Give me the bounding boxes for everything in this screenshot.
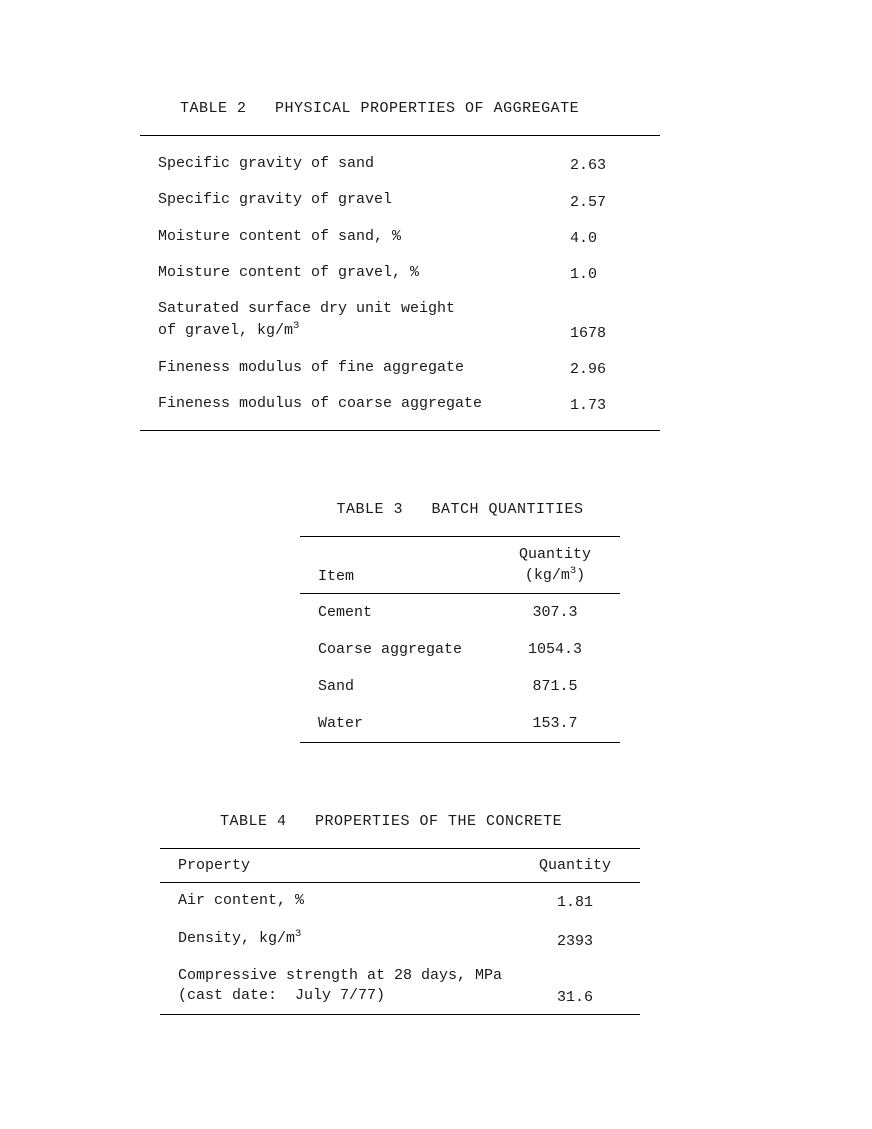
table-2-property-value: 1.0 (570, 266, 650, 283)
table-3-title-prefix: TABLE 3 (336, 501, 403, 518)
table-4: Property Quantity Air content, %1.81Dens… (160, 848, 640, 1015)
table-2-property-label: Specific gravity of gravel (158, 190, 570, 210)
table-2-title: TABLE 2 PHYSICAL PROPERTIES OF AGGREGATE (180, 100, 772, 117)
table-3-qty: 153.7 (500, 715, 610, 732)
table-2-property-value: 1.73 (570, 397, 650, 414)
table-row: Air content, %1.81 (160, 883, 640, 919)
table-4-qty: 1.81 (520, 894, 630, 911)
table-4-title-text: PROPERTIES OF THE CONCRETE (315, 813, 562, 830)
table-3-qty: 871.5 (500, 678, 610, 695)
table-3-title: TABLE 3 BATCH QUANTITIES (300, 501, 620, 518)
table-row: Coarse aggregate1054.3 (300, 631, 620, 668)
table-2-property-label: Moisture content of gravel, % (158, 263, 570, 283)
table-4-block: TABLE 4 PROPERTIES OF THE CONCRETE Prope… (120, 813, 772, 1015)
table-4-header-row: Property Quantity (160, 849, 640, 883)
table-3-item: Cement (318, 604, 500, 621)
table-4-header-qty: Quantity (520, 857, 630, 874)
table-2-property-label: Moisture content of sand, % (158, 227, 570, 247)
table-3-item: Sand (318, 678, 500, 695)
table-row: Saturated surface dry unit weightof grav… (140, 291, 660, 350)
table-row: Fineness modulus of coarse aggregate1.73 (140, 386, 660, 422)
table-3-item: Water (318, 715, 500, 732)
table-row: Fineness modulus of fine aggregate2.96 (140, 350, 660, 386)
table-4-property: Density, kg/m3 (178, 927, 520, 949)
table-4-title: TABLE 4 PROPERTIES OF THE CONCRETE (220, 813, 640, 830)
table-2-property-value: 2.63 (570, 157, 650, 174)
table-2-property-label: Saturated surface dry unit weightof grav… (158, 299, 570, 342)
table-4-property: Compressive strength at 28 days, MPa(cas… (178, 966, 520, 1007)
table-2-property-value: 4.0 (570, 230, 650, 247)
table-3-block: TABLE 3 BATCH QUANTITIES Item Quantity(k… (120, 501, 772, 743)
table-row: Specific gravity of sand2.63 (140, 146, 660, 182)
table-3-qty: 1054.3 (500, 641, 610, 658)
table-2-property-label: Fineness modulus of coarse aggregate (158, 394, 570, 414)
table-3-header-qty: Quantity(kg/m3) (500, 545, 610, 585)
table-2-property-value: 2.57 (570, 194, 650, 211)
table-2-title-text: PHYSICAL PROPERTIES OF AGGREGATE (275, 100, 579, 117)
table-3-header-item: Item (318, 568, 500, 585)
table-2-property-label: Fineness modulus of fine aggregate (158, 358, 570, 378)
table-3: Item Quantity(kg/m3) Cement307.3Coarse a… (300, 536, 620, 743)
table-2-property-label: Specific gravity of sand (158, 154, 570, 174)
table-3-qty: 307.3 (500, 604, 610, 621)
table-row: Moisture content of gravel, %1.0 (140, 255, 660, 291)
table-row: Density, kg/m32393 (160, 919, 640, 957)
table-row: Sand871.5 (300, 668, 620, 705)
table-row: Moisture content of sand, %4.0 (140, 219, 660, 255)
table-3-title-text: BATCH QUANTITIES (432, 501, 584, 518)
table-4-qty: 31.6 (520, 989, 630, 1006)
scanned-page: TABLE 2 PHYSICAL PROPERTIES OF AGGREGATE… (0, 0, 872, 1015)
table-4-property: Air content, % (178, 891, 520, 911)
table-2-block: TABLE 2 PHYSICAL PROPERTIES OF AGGREGATE… (120, 100, 772, 431)
table-3-header-row: Item Quantity(kg/m3) (300, 537, 620, 594)
table-2: Specific gravity of sand2.63Specific gra… (140, 135, 660, 431)
table-row: Compressive strength at 28 days, MPa(cas… (160, 958, 640, 1015)
table-row: Water153.7 (300, 705, 620, 742)
table-2-property-value: 1678 (570, 325, 650, 342)
table-4-header-property: Property (178, 857, 520, 874)
table-4-title-prefix: TABLE 4 (220, 813, 287, 830)
table-row: Specific gravity of gravel2.57 (140, 182, 660, 218)
table-4-qty: 2393 (520, 933, 630, 950)
table-2-property-value: 2.96 (570, 361, 650, 378)
table-2-title-prefix: TABLE 2 (180, 100, 247, 117)
table-3-item: Coarse aggregate (318, 641, 500, 658)
table-row: Cement307.3 (300, 594, 620, 631)
